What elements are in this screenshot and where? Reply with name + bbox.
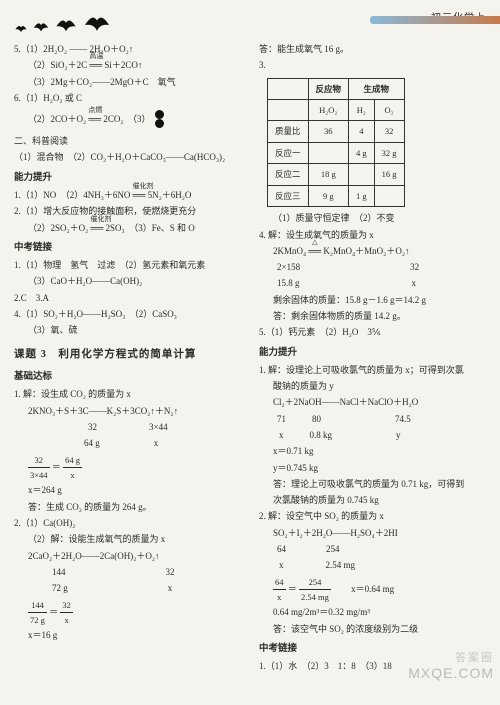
calc-row: 15.8 gx	[259, 276, 486, 291]
text-line: （2）2SO₂＋O₂ 催化剂══ 2SO₃ （3）Fe、S 和 O	[14, 221, 241, 236]
calc-row: 72 gx	[14, 581, 241, 596]
text-line: （3）CaO＋H₂O——Ca(OH)₂	[14, 274, 241, 289]
calc-row: 323×44	[14, 420, 241, 435]
text-line: 酸钠的质量为 y	[259, 379, 486, 394]
fraction-row: 14472 g ＝ 32x	[14, 598, 241, 628]
header-color-bar	[370, 16, 500, 24]
text-line: x＝264 g	[14, 483, 241, 498]
reaction-table: 反应物 生成物 H₂O₂ H₂ O₂ 质量比36432 反应一4 g32 g 反…	[267, 78, 405, 208]
table-cell: H₂O₂	[308, 100, 349, 121]
calc-row: 64254	[259, 542, 486, 557]
text-line: 4.（1）SO₂＋H₂O——H₂SO₃ （2）CaSO₃	[14, 307, 241, 322]
chem-equation: Cl₂＋2NaOH——NaCl＋NaClO＋H₂O	[259, 395, 486, 410]
text-line: 答：能生成氧气 16 g。	[259, 42, 486, 57]
table-header: 反应物	[308, 78, 349, 99]
text-line: 2.（1）Ca(OH)₂	[14, 516, 241, 531]
table-header	[268, 78, 309, 99]
right-column: 答：能生成氧气 16 g。 3. 反应物 生成物 H₂O₂ H₂ O₂ 质量比3…	[259, 42, 486, 676]
text-line: 答：生成 CO₂ 的质量为 264 g。	[14, 500, 241, 515]
text-line: 2. 解：设空气中 SO₂ 的质量为 x	[259, 509, 486, 524]
text-line: 1. 解：设理论上可吸收氯气的质量为 x；可得到次氯	[259, 363, 486, 378]
text-line: （2）解：设能生成氧气的质量为 x	[14, 532, 241, 547]
table-cell	[268, 100, 309, 121]
text-line: （1）质量守恒定律 （2）不变	[259, 211, 486, 226]
chem-equation: SO₂＋I₂＋2H₂O——H₂SO₄＋2HI	[259, 526, 486, 541]
fraction-row: 64x ＝ 2542.54 mg x＝0.64 mg	[259, 575, 486, 605]
table-cell: H₂	[349, 100, 375, 121]
text-line: 6.（1）H₂O₂ 或 C	[14, 91, 241, 106]
calc-row: x0.8 kgy	[259, 428, 486, 443]
calc-row: 14432	[14, 565, 241, 580]
text-line: 3.	[259, 58, 486, 73]
text-line: 二、科普阅读	[14, 134, 241, 149]
header-birds	[14, 8, 112, 34]
text-line: 2.（1）增大反应物的接触面积，使燃烧更充分	[14, 204, 241, 219]
calc-row: 718074.5	[259, 412, 486, 427]
text-line: 0.64 mg/2m³＝0.32 mg/m³	[259, 605, 486, 620]
text-line: y＝0.745 kg	[259, 461, 486, 476]
section-heading: 中考链接	[14, 240, 241, 256]
text-line: x＝16 g	[14, 628, 241, 643]
text-line: （2）2CO＋O₂ 点燃══ 2CO₂ （3）	[14, 111, 241, 129]
left-column: 5.（1）2H₂O₂ —— 2H₂O＋O₂↑ （2）SiO₂＋2C 高温══ S…	[14, 42, 241, 676]
redacted-dots	[151, 111, 169, 129]
section-heading: 基础达标	[14, 369, 241, 385]
text-line: （2）SiO₂＋2C 高温══ Si＋2CO↑	[14, 58, 241, 73]
section-heading: 中考链接	[259, 641, 486, 657]
chem-equation: 2CaO₂＋2H₂O——2Ca(OH)₂＋O₂↑	[14, 549, 241, 564]
text-line: x＝0.71 kg	[259, 444, 486, 459]
text-line: 1. 解：设生成 CO₂ 的质量为 x	[14, 387, 241, 402]
calc-row: 2×15832	[259, 260, 486, 275]
text-line: 5.（1）2H₂O₂ —— 2H₂O＋O₂↑	[14, 42, 241, 57]
chem-equation: 2KNO₃＋S＋3C——K₂S＋3CO₂↑＋N₂↑	[14, 404, 241, 419]
chem-equation: 2KMnO₄ △══ K₂MnO₄＋MnO₂＋O₂↑	[259, 244, 486, 259]
text-line: 答：该空气中 SO₂ 的浓度级别为二级	[259, 622, 486, 637]
section-heading: 能力提升	[14, 170, 241, 186]
watermark-url: MXQE.COM	[408, 662, 494, 686]
fraction-row: 323×44 ＝ 64 gx	[14, 453, 241, 483]
text-line: 答：理论上可吸收氯气的质量为 0.71 kg，可得到	[259, 477, 486, 492]
text-line: （3）氧、硫	[14, 323, 241, 338]
table-cell: O₂	[374, 100, 404, 121]
text-line: （1）混合物 （2）CO₂＋H₂O＋CaCO₃——Ca(HCO₃)₂	[14, 150, 241, 165]
section-heading: 能力提升	[259, 345, 486, 361]
text-line: 5.（1）钙元素 （2）H₂O 3⅚	[259, 325, 486, 340]
text-line: 2.C 3.A	[14, 291, 241, 306]
topic-title: 课题 3 利用化学方程式的简单计算	[14, 346, 241, 364]
text-line: 4. 解：设生成氧气的质量为 x	[259, 228, 486, 243]
text-line: 剩余固体的质量：15.8 g－1.6 g＝14.2 g	[259, 293, 486, 308]
text-line: 答：剩余固体物质的质量 14.2 g。	[259, 309, 486, 324]
text-line: （3）2Mg＋CO₂——2MgO＋C 氧气	[14, 75, 241, 90]
calc-row: x2.54 mg	[259, 558, 486, 573]
calc-row: 64 gx	[14, 436, 241, 451]
table-header: 生成物	[349, 78, 405, 99]
text-line: 次氯酸钠的质量为 0.745 kg	[259, 493, 486, 508]
text-line: 1.（1）NO （2）4NH₃＋6NO 催化剂══ 5N₂＋6H₂O	[14, 188, 241, 203]
text-line: 1.（1）物理 氢气 过滤 （2）氢元素和氧元素	[14, 258, 241, 273]
